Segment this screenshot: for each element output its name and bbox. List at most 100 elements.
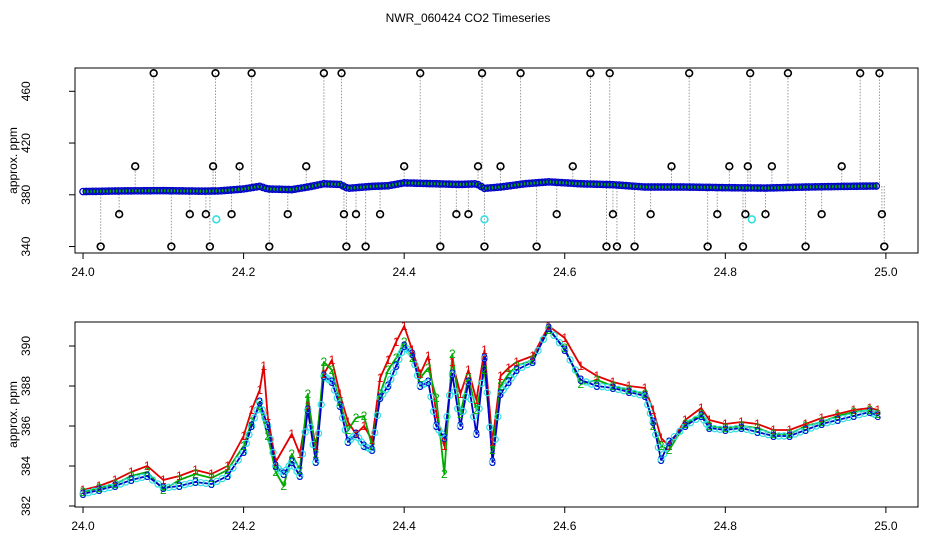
series-marker-circle (686, 418, 695, 427)
series-marker-1: 1 (409, 343, 416, 357)
series-marker-2: 2 (144, 465, 151, 479)
series-marker-circle (544, 324, 553, 332)
series-marker-1: 1 (256, 383, 263, 397)
series-marker-circle (769, 432, 778, 440)
series-marker-3: 3 (337, 399, 344, 413)
series-marker-circle (304, 406, 312, 414)
series-marker-1: 1 (738, 415, 745, 429)
outlier-point (96, 242, 105, 251)
top-y-axis-label: approx. ppm (6, 127, 20, 194)
series-marker-3: 3 (128, 473, 135, 487)
series-marker-1: 1 (457, 387, 464, 401)
outlier-point (612, 242, 622, 251)
series-marker-3: 3 (112, 479, 119, 493)
series-marker-1: 1 (650, 403, 657, 417)
series-marker-3: 3 (875, 409, 882, 423)
series-marker-circle (296, 472, 304, 480)
series-marker-3: 3 (770, 429, 777, 443)
outlier-point (703, 242, 712, 251)
series-marker-1: 1 (626, 379, 633, 393)
series-marker-circle (164, 483, 173, 492)
qc-flag-point (480, 215, 489, 224)
series-marker-3: 3 (425, 375, 432, 389)
series-marker-circle (528, 358, 537, 366)
x-tick-label: 25.0 (874, 265, 898, 279)
outlier-point (211, 68, 220, 78)
series-marker-3: 3 (240, 445, 247, 459)
series-marker-circle (408, 350, 416, 358)
series-marker-circle (456, 422, 465, 430)
outlier-point (630, 242, 639, 251)
series-marker-circle (681, 422, 689, 430)
outlier-point (646, 209, 655, 219)
series-marker-3: 3 (321, 369, 328, 383)
series-marker-1: 1 (353, 427, 360, 441)
series-marker-2: 2 (208, 471, 215, 485)
series-marker-2: 2 (433, 391, 440, 405)
x-tick-label: 24.4 (392, 265, 416, 279)
series-marker-3: 3 (144, 469, 151, 483)
series-marker-3: 3 (818, 417, 825, 431)
series-marker-1: 1 (658, 431, 665, 445)
series-marker-2: 2 (505, 367, 512, 381)
series-marker-1: 1 (144, 459, 151, 473)
series-marker-3: 3 (313, 455, 320, 469)
outlier-point (167, 242, 176, 251)
series-marker-2: 2 (666, 443, 673, 457)
series-marker-1: 1 (208, 467, 215, 481)
series-marker-1: 1 (296, 447, 303, 461)
series-marker-1: 1 (489, 435, 496, 449)
outlier-point (761, 209, 770, 219)
series-marker-circle (371, 428, 379, 437)
series-marker-2: 2 (256, 399, 263, 413)
bottom-y-axis-label: approx. ppm (6, 381, 20, 448)
series-marker-circle (197, 478, 205, 487)
series-marker-2: 2 (401, 335, 408, 349)
outlier-point (302, 162, 311, 171)
series-marker-3: 3 (433, 419, 440, 433)
series-marker-2: 2 (112, 477, 119, 491)
outlier-point (283, 209, 292, 219)
series-marker-1: 1 (401, 319, 408, 333)
outlier-point (436, 242, 445, 251)
series-marker-circle (491, 435, 499, 444)
bottom-x-axis: 24.0 24.2 24.4 24.6 24.8 25.0 (71, 507, 898, 533)
outlier-point (375, 209, 385, 219)
series-marker-3: 3 (288, 455, 295, 469)
filtered-series-lines (82, 325, 879, 495)
outlier-point (339, 209, 349, 219)
series-marker-circle (255, 398, 264, 406)
series-marker-2: 2 (770, 427, 777, 441)
y-tick-label: 382 (19, 496, 33, 516)
series-marker-3: 3 (658, 453, 665, 467)
series-marker-circle (143, 472, 151, 480)
y-tick-label: 380 (19, 184, 33, 204)
baseline-point (470, 180, 479, 188)
x-tick-label: 24.8 (714, 265, 738, 279)
series-marker-circle (154, 480, 162, 488)
series-marker-3: 3 (304, 403, 311, 417)
series-marker-1: 1 (337, 387, 344, 401)
series-marker-circle (665, 438, 673, 446)
series-marker-3: 3 (401, 339, 408, 353)
series-marker-2: 2 (192, 467, 199, 481)
series-marker-2: 2 (80, 485, 87, 499)
series-marker-1: 1 (264, 409, 271, 423)
series-marker-circle (312, 458, 320, 466)
series-marker-circle (269, 448, 277, 457)
series-marker-circle (413, 371, 422, 380)
series-marker-3: 3 (577, 373, 584, 387)
series-marker-2: 2 (441, 467, 448, 481)
series-marker-circle (245, 430, 253, 439)
series-marker-3: 3 (192, 475, 199, 489)
outlier-point (464, 209, 473, 219)
series-marker-1: 1 (642, 381, 649, 395)
outlier-point (337, 68, 346, 78)
series-marker-1: 1 (818, 411, 825, 425)
series-marker-circle (170, 482, 178, 491)
series-marker-3: 3 (786, 429, 793, 443)
series-marker-circle (478, 379, 486, 388)
outlier-point (319, 68, 329, 78)
outlier-point (496, 162, 505, 171)
series-marker-3: 3 (409, 347, 416, 361)
